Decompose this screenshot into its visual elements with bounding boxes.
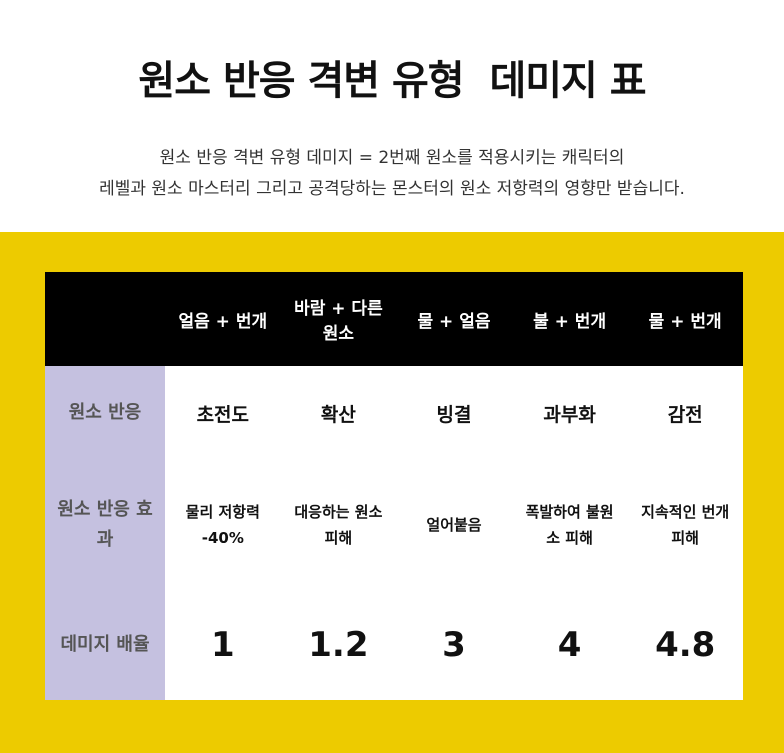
description-line: 레벨과 원소 마스터리 그리고 공격당하는 몬스터의 원소 저항력의 영향만 받… [99, 179, 685, 199]
table-cell: 얼어붙음 [426, 516, 482, 534]
header: 원소 반응 격변 유형 데미지 표 원소 반응 격변 유형 데미지 = 2번째 … [0, 0, 784, 232]
description-line: 원소 반응 격변 유형 데미지 = 2번째 원소를 적용시키는 캐릭터의 [159, 148, 625, 168]
column-header: 물 + 번개 [627, 272, 743, 366]
row-label: 데미지 배율 [45, 590, 165, 700]
row-label: 원소 반응 효과 [45, 460, 165, 590]
table-cell: 초전도 [196, 403, 250, 426]
table-cell: 지속적인 번개 피해 [641, 503, 730, 547]
table-cell: 4 [557, 625, 582, 665]
row-label: 원소 반응 [45, 366, 165, 460]
column-header: 바람 + 다른 원소 [280, 272, 397, 366]
table-cell: 대응하는 원소 피해 [294, 503, 383, 547]
column-header: 물 + 얼음 [396, 272, 512, 366]
table-cell: 4.8 [655, 625, 716, 665]
header-corner [45, 272, 165, 366]
table-cell: 폭발하여 불원소 피해 [525, 503, 614, 547]
column-header: 불 + 번개 [511, 272, 628, 366]
column-header: 얼음 + 번개 [165, 272, 281, 366]
table-cell: 물리 저항력 -40% [185, 503, 260, 547]
table-cell: 1 [210, 625, 235, 665]
table-cell: 과부화 [543, 403, 596, 426]
table-cell: 감전 [667, 403, 703, 426]
table-cell: 확산 [320, 403, 356, 426]
description: 원소 반응 격변 유형 데미지 = 2번째 원소를 적용시키는 캐릭터의 레벨과… [0, 143, 784, 205]
table-cell: 빙결 [436, 403, 472, 426]
title: 원소 반응 격변 유형 데미지 표 [138, 58, 646, 104]
table-cell: 3 [442, 625, 466, 665]
table-cell: 1.2 [308, 625, 369, 665]
